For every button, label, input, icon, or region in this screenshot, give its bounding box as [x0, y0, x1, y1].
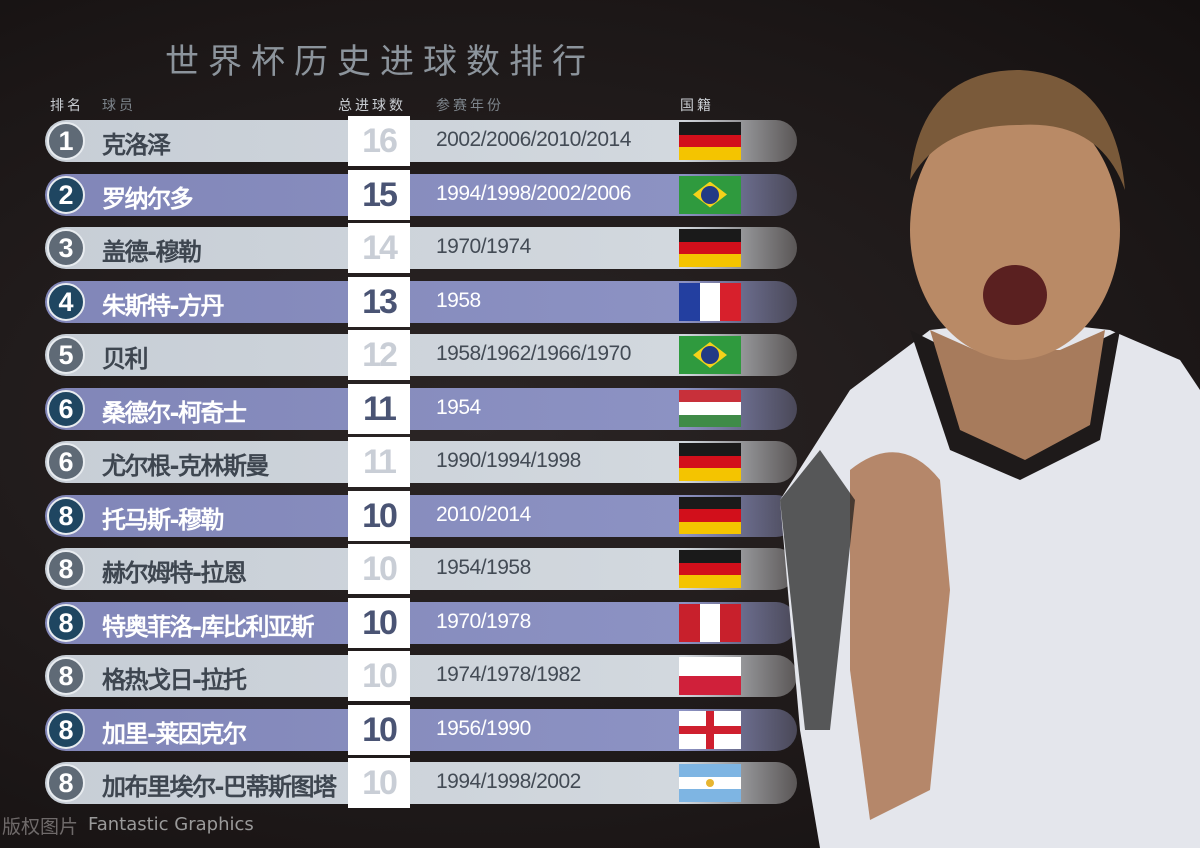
table-row: 1 克洛泽 16 2002/2006/2010/2014 [45, 116, 797, 166]
rank-badge: 3 [47, 229, 85, 267]
player-name: 贝利 [102, 345, 149, 373]
table-row: 8 加里-莱因克尔 10 1956/1990 [45, 704, 797, 755]
rank-badge: 1 [47, 122, 85, 160]
hungary-flag-icon [679, 389, 741, 428]
tournament-years: 2010/2014 [436, 502, 531, 526]
rank-badge: 6 [47, 443, 85, 481]
table-row: 8 加布里埃尔-巴蒂斯图塔 10 1994/1998/2002 [45, 758, 797, 808]
germany-flag-icon [679, 229, 741, 267]
table-row: 8 赫尔姆特-拉恩 10 1954/1958 [45, 544, 797, 594]
table-row: 5 贝利 12 1958/1962/1966/1970 [45, 330, 797, 380]
goal-count: 10 [348, 490, 410, 541]
goal-count: 11 [348, 437, 410, 487]
goal-count: 10 [348, 597, 410, 648]
goal-count: 16 [348, 116, 410, 166]
argentina-flag-icon [679, 764, 741, 802]
rank-badge: 8 [47, 496, 85, 535]
germany-flag-icon [679, 550, 741, 588]
player-name: 克洛泽 [102, 131, 171, 159]
tournament-years: 1956/1990 [436, 716, 531, 740]
watermark: 版权图片 [2, 816, 79, 838]
goal-count: 10 [348, 651, 410, 701]
player-name: 加里-莱因克尔 [102, 719, 247, 748]
goal-count: 10 [348, 758, 410, 808]
poland-flag-icon [679, 657, 741, 695]
player-name: 特奥菲洛-库比利亚斯 [102, 612, 314, 641]
peru-flag-icon [679, 603, 741, 642]
header-player: 球员 [102, 98, 136, 114]
rank-badge: 5 [47, 336, 85, 374]
player-name: 托马斯-穆勒 [102, 505, 224, 534]
header-nation: 国籍 [680, 98, 714, 114]
player-name: 赫尔姆特-拉恩 [102, 559, 247, 587]
tournament-years: 1994/1998/2002/2006 [436, 181, 631, 205]
tournament-years: 1954 [436, 395, 481, 419]
table-row: 8 托马斯-穆勒 10 2010/2014 [45, 490, 797, 541]
goal-count: 10 [348, 704, 410, 755]
germany-flag-icon [679, 496, 741, 535]
germany-flag-icon [679, 443, 741, 481]
rank-badge: 4 [47, 282, 85, 321]
rank-badge: 8 [47, 710, 85, 749]
tournament-years: 1994/1998/2002 [436, 770, 581, 793]
rank-badge: 6 [47, 389, 85, 428]
player-name: 朱斯特-方丹 [102, 291, 224, 320]
germany-flag-icon [679, 122, 741, 160]
tournament-years: 1990/1994/1998 [436, 449, 581, 472]
player-name: 罗纳尔多 [102, 184, 194, 213]
rank-badge: 8 [47, 603, 85, 642]
goal-count: 11 [348, 383, 410, 434]
tournament-years: 2002/2006/2010/2014 [436, 128, 631, 151]
table-row: 8 格热戈日-拉托 10 1974/1978/1982 [45, 651, 797, 701]
page-title: 世界杯历史进球数排行 [165, 42, 595, 82]
tournament-years: 1970/1978 [436, 609, 531, 633]
brazil-flag-icon [679, 336, 741, 374]
tournament-years: 1958 [436, 288, 481, 312]
tournament-years: 1954/1958 [436, 556, 531, 579]
credit-text: Fantastic Graphics [88, 814, 254, 835]
player-name: 尤尔根-克林斯曼 [102, 452, 269, 480]
france-flag-icon [679, 282, 741, 321]
brazil-flag-icon [679, 175, 741, 214]
player-name: 格热戈日-拉托 [102, 666, 247, 694]
player-name: 盖德-穆勒 [102, 238, 202, 266]
player-illustration [780, 70, 1200, 848]
player-name: 桑德尔-柯奇士 [102, 398, 247, 427]
rank-badge: 8 [47, 657, 85, 695]
goal-count: 10 [348, 544, 410, 594]
goal-count: 13 [348, 276, 410, 327]
goal-count: 14 [348, 223, 410, 273]
goal-count: 12 [348, 330, 410, 380]
table-row: 2 罗纳尔多 15 1994/1998/2002/2006 [45, 169, 797, 220]
england-flag-icon [679, 710, 741, 749]
rank-badge: 8 [47, 550, 85, 588]
header-goals: 总进球数 [338, 98, 406, 114]
tournament-years: 1974/1978/1982 [436, 663, 581, 686]
header-rank: 排名 [50, 98, 84, 114]
table-row: 4 朱斯特-方丹 13 1958 [45, 276, 797, 327]
goal-count: 15 [348, 169, 410, 220]
player-name: 加布里埃尔-巴蒂斯图塔 [102, 773, 337, 801]
table-row: 6 桑德尔-柯奇士 11 1954 [45, 383, 797, 434]
rank-badge: 8 [47, 764, 85, 802]
tournament-years: 1970/1974 [436, 235, 531, 258]
rank-badge: 2 [47, 175, 85, 214]
header-years: 参赛年份 [436, 98, 504, 114]
table-row: 8 特奥菲洛-库比利亚斯 10 1970/1978 [45, 597, 797, 648]
table-row: 6 尤尔根-克林斯曼 11 1990/1994/1998 [45, 437, 797, 487]
tournament-years: 1958/1962/1966/1970 [436, 342, 631, 365]
table-row: 3 盖德-穆勒 14 1970/1974 [45, 223, 797, 273]
